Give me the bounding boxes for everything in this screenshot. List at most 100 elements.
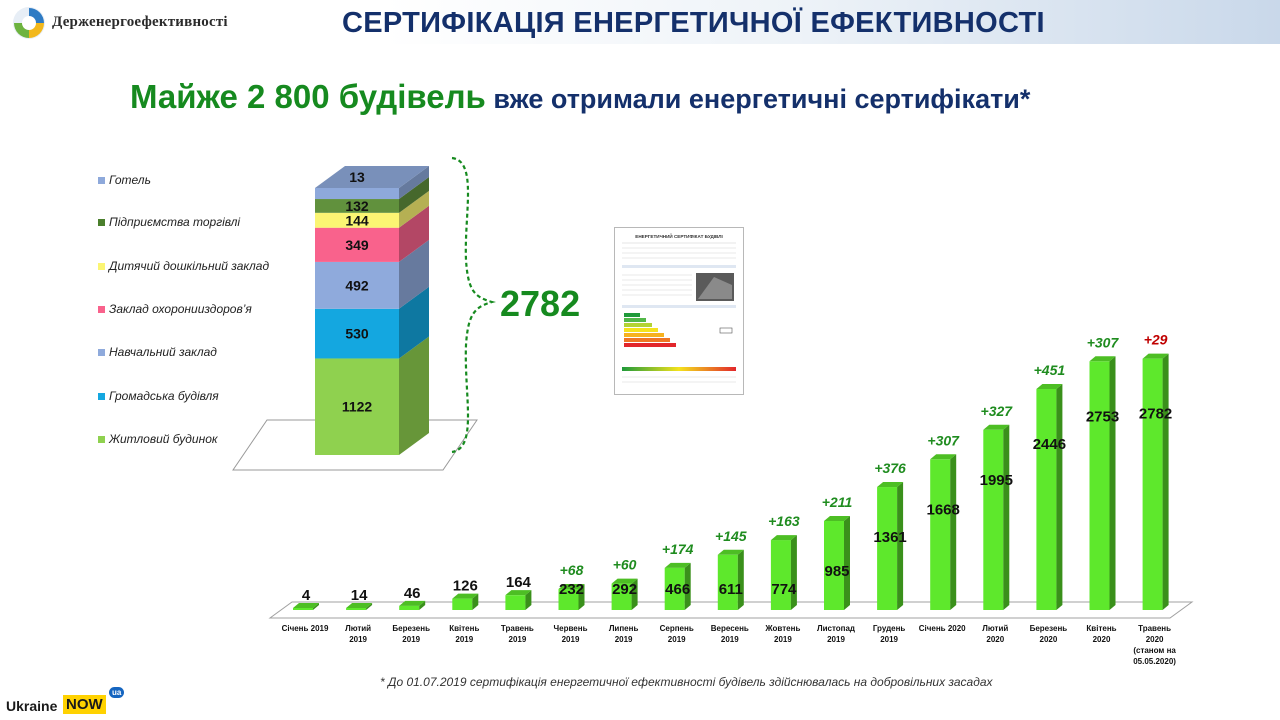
- increment-label: +60: [613, 557, 637, 573]
- legend-item-kindergarten: Дитячий дошкільний заклад: [98, 259, 269, 273]
- bar-value-label: 466: [665, 581, 690, 598]
- header-band: [0, 0, 1280, 44]
- brand-badge: ua: [109, 687, 125, 698]
- increment-label: +68: [560, 562, 584, 578]
- stack-value-label: 13: [349, 169, 365, 185]
- month-bar: 1361 +376: [873, 460, 907, 610]
- bar-value-label: 1361: [873, 529, 906, 546]
- month-bar: 1995 +327: [980, 403, 1014, 610]
- legend-item-residential: Житловий будинок: [98, 432, 218, 446]
- category-label: Квітень 2020: [1086, 624, 1116, 644]
- category-label: Квітень 2019: [449, 624, 479, 644]
- month-bar: 466 +174: [662, 541, 694, 610]
- increment-label: +376: [874, 460, 906, 476]
- increment-label: +145: [715, 528, 747, 544]
- stack-value-label: 349: [345, 237, 369, 253]
- bar-value-label: 14: [351, 587, 368, 604]
- subtitle-highlight: Майже 2 800 будівель: [130, 78, 486, 115]
- bar-value-label: 985: [824, 563, 849, 580]
- category-label: Листопад 2019: [817, 624, 855, 644]
- category-label: Травень 2019: [501, 624, 534, 644]
- month-bar: 2753 +307: [1086, 334, 1120, 610]
- category-label: Грудень 2019: [873, 624, 906, 644]
- increment-label: +327: [981, 403, 1014, 419]
- subtitle-rest: вже отримали енергетичні сертифікати*: [485, 84, 1031, 114]
- category-label: Березень 2020: [1030, 624, 1068, 644]
- legend-label: Підприємства торгівлі: [109, 215, 241, 229]
- category-label: Березень 2019: [392, 624, 430, 644]
- bar-value-label: 1995: [980, 472, 1013, 489]
- bar-value-label: 164: [506, 574, 532, 591]
- month-bar: 2446 +451: [1033, 362, 1066, 610]
- increment-label: +29: [1144, 332, 1168, 348]
- stack-value-label: 1122: [342, 399, 373, 415]
- logo-icon: [13, 7, 45, 39]
- category-label: Січень 2019: [282, 624, 329, 633]
- legend-label: Навчальний заклад: [109, 345, 217, 359]
- category-label: Лютий 2020: [982, 624, 1008, 644]
- legend-swatch: [98, 435, 105, 443]
- legend-item-education: Навчальний заклад: [98, 345, 217, 359]
- month-bar: 1668 +307: [927, 432, 960, 610]
- bar-value-label: 2446: [1033, 436, 1066, 453]
- category-label: Жовтень 2019: [764, 624, 800, 644]
- category-label: Серпень 2019: [660, 624, 694, 644]
- month-bar: 126: [452, 578, 479, 610]
- month-bar: 46: [399, 585, 426, 610]
- footnote: * До 01.07.2019 сертифікація енергетично…: [380, 675, 993, 689]
- increment-label: +163: [768, 513, 800, 529]
- org-name: Держенергоефективності: [52, 14, 228, 30]
- page-title: СЕРТИФІКАЦІЯ ЕНЕРГЕТИЧНОЇ ЕФЕКТИВНОСТІ: [342, 7, 1045, 39]
- category-label: Липень 2019: [609, 624, 639, 644]
- stack-segment: 13: [315, 166, 429, 200]
- month-bar: 164: [505, 574, 532, 610]
- category-label: Червень 2019: [554, 624, 588, 644]
- bar-value-label: 774: [771, 581, 797, 598]
- month-bar: 14: [346, 587, 373, 610]
- legend-label: Громадська будівля: [109, 389, 219, 403]
- increment-label: +174: [662, 541, 694, 557]
- stack-value-label: 492: [345, 277, 369, 293]
- stack-segment: 530: [315, 286, 429, 359]
- stack-segment: 349: [315, 205, 429, 262]
- increment-label: +307: [1087, 334, 1120, 350]
- legend-label: Дитячий дошкільний заклад: [109, 259, 270, 273]
- bar-value-label: 2753: [1086, 408, 1119, 425]
- legend-item-hotel: Готель: [98, 173, 151, 187]
- total-value: 2782: [500, 283, 581, 324]
- category-label: Травень 2020 (станом на 05.05.2020): [1133, 624, 1176, 666]
- bar-value-label: 2782: [1139, 406, 1172, 423]
- category-label: Січень 2020: [919, 624, 966, 633]
- legend-swatch: [98, 348, 105, 356]
- legend-label: Готель: [109, 173, 151, 187]
- bar-value-label: 611: [719, 581, 743, 598]
- legend-swatch: [98, 218, 105, 226]
- category-label: Вересень 2019: [711, 624, 749, 644]
- bar-value-label: 292: [612, 581, 637, 598]
- legend-item-trade: Підприємства торгівлі: [98, 215, 240, 229]
- ukraine-now-logo: Ukraine NOW ua: [6, 687, 126, 718]
- month-bar: 232+68: [558, 562, 585, 610]
- legend-swatch: [98, 305, 105, 313]
- legend-item-healthcare: Заклад охоронииздоров’я: [98, 302, 252, 316]
- bar-value-label: 232: [559, 581, 584, 598]
- brand-text: Ukraine: [6, 698, 58, 714]
- legend-label: Заклад охоронииздоров’я: [109, 302, 252, 316]
- stack-value-label: 144: [345, 212, 369, 228]
- category-label: Лютий 2019: [345, 624, 371, 644]
- legend-swatch: [98, 262, 105, 270]
- brace-icon: [451, 156, 496, 454]
- legend-swatch: [98, 176, 105, 184]
- increment-label: +451: [1034, 362, 1066, 378]
- stack-value-label: 132: [345, 198, 369, 214]
- bar-value-label: 4: [302, 587, 311, 604]
- stack-segment: 1122: [315, 336, 429, 455]
- bar-value-label: 1668: [927, 501, 960, 518]
- month-bar: 774 +163: [768, 513, 800, 610]
- bar-value-label: 126: [453, 578, 478, 595]
- increment-label: +307: [927, 432, 960, 448]
- month-bar: 611 +145: [715, 528, 747, 610]
- energy-certificate-image: ЕНЕРГЕТИЧНИЙ СЕРТИФІКАТ БУДІВЛІ: [614, 227, 744, 395]
- stack-value-label: 530: [345, 326, 369, 342]
